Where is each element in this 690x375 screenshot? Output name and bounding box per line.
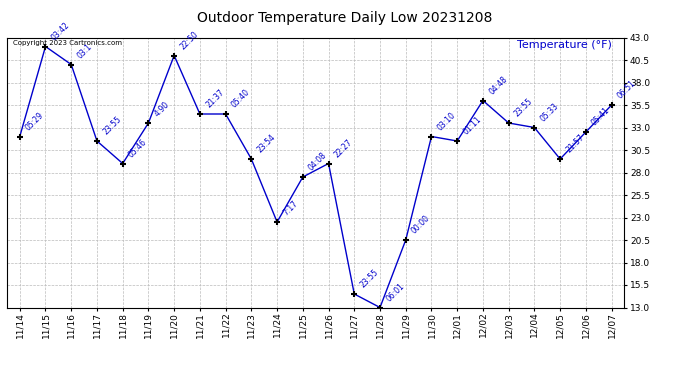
Text: Copyright 2023 Cartronics.com: Copyright 2023 Cartronics.com xyxy=(13,40,122,46)
Text: 22:27: 22:27 xyxy=(333,138,355,159)
Text: 05:33: 05:33 xyxy=(539,101,560,123)
Text: 05:40: 05:40 xyxy=(230,88,252,110)
Text: 7:17: 7:17 xyxy=(282,200,299,218)
Text: 03:10: 03:10 xyxy=(435,111,457,132)
Text: 04:48: 04:48 xyxy=(487,75,509,96)
Text: 01:11: 01:11 xyxy=(462,115,483,137)
Text: 04:08: 04:08 xyxy=(307,151,329,173)
Text: 23:54: 23:54 xyxy=(255,133,277,155)
Text: 22:50: 22:50 xyxy=(178,30,200,51)
Text: 21:37: 21:37 xyxy=(204,88,226,110)
Text: 06:51: 06:51 xyxy=(615,79,638,101)
Text: 03:42: 03:42 xyxy=(50,21,72,42)
Text: 23:55: 23:55 xyxy=(101,115,123,137)
Text: Outdoor Temperature Daily Low 20231208: Outdoor Temperature Daily Low 20231208 xyxy=(197,11,493,25)
Text: Temperature (°F): Temperature (°F) xyxy=(518,40,612,50)
Text: 03:1: 03:1 xyxy=(75,42,94,60)
Text: 05:29: 05:29 xyxy=(24,111,46,132)
Text: 05:46: 05:46 xyxy=(127,137,149,159)
Text: 4:90: 4:90 xyxy=(152,100,171,119)
Text: 23:55: 23:55 xyxy=(358,268,380,290)
Text: 23:55: 23:55 xyxy=(513,97,535,119)
Text: 21:57: 21:57 xyxy=(564,133,586,155)
Text: 06:01: 06:01 xyxy=(384,282,406,303)
Text: 05:41: 05:41 xyxy=(590,106,612,128)
Text: 00:00: 00:00 xyxy=(410,214,432,236)
